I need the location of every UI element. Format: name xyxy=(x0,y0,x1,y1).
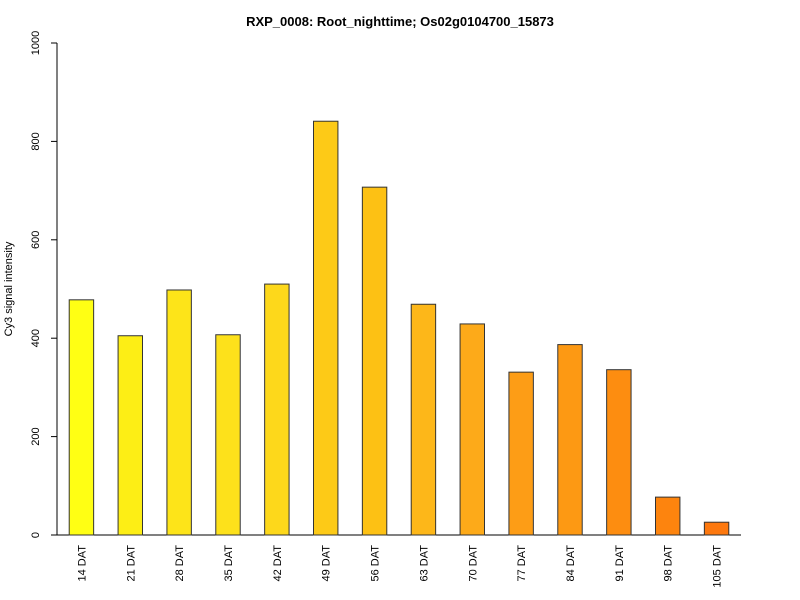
bar xyxy=(166,289,192,536)
bar xyxy=(508,371,534,536)
bar xyxy=(655,496,681,536)
bar xyxy=(459,323,486,536)
y-tick-label: 800 xyxy=(30,132,42,150)
x-tick-label: 21 DAT xyxy=(125,545,137,582)
bar xyxy=(703,521,730,536)
y-tick-label: 600 xyxy=(30,231,42,249)
bar xyxy=(410,303,437,536)
x-tick-label: 49 DAT xyxy=(321,545,333,582)
bar xyxy=(264,283,290,536)
bar xyxy=(215,334,241,536)
x-tick-label: 35 DAT xyxy=(223,545,235,582)
bars xyxy=(68,120,730,536)
bar xyxy=(313,120,339,536)
x-axis: 14 DAT 21 DAT 28 DAT 35 DAT 42 DAT 49 DAT 56 D… xyxy=(57,534,741,588)
bar xyxy=(606,369,632,536)
x-tick-label: 63 DAT xyxy=(418,545,430,582)
y-tick-label: 400 xyxy=(30,329,42,347)
x-tick-label: 28 DAT xyxy=(174,545,186,582)
x-tick-label: 105 DAT xyxy=(712,545,724,588)
y-axis-label: Cy3 signal intensity xyxy=(3,241,15,336)
x-tick-label: 77 DAT xyxy=(516,545,528,582)
x-tick-label: 14 DAT xyxy=(76,545,88,582)
y-axis: 0 200 400 600 800 1000 xyxy=(30,31,58,538)
x-tick-label: 98 DAT xyxy=(663,545,675,582)
x-tick-label: 91 DAT xyxy=(614,545,626,582)
bar xyxy=(68,299,95,536)
bar xyxy=(361,186,388,536)
bar xyxy=(557,344,583,536)
x-tick-label: 56 DAT xyxy=(370,545,382,582)
x-tick-label: 70 DAT xyxy=(467,545,479,582)
x-tick-label: 84 DAT xyxy=(565,545,577,582)
y-tick-label: 1000 xyxy=(30,31,42,55)
y-tick-label: 0 xyxy=(30,532,42,538)
y-tick-label: 200 xyxy=(30,427,42,445)
chart-title: RXP_0008: Root_nighttime; Os02g0104700_1… xyxy=(246,14,554,29)
x-tick-label: 42 DAT xyxy=(272,545,284,582)
bar xyxy=(117,335,143,536)
